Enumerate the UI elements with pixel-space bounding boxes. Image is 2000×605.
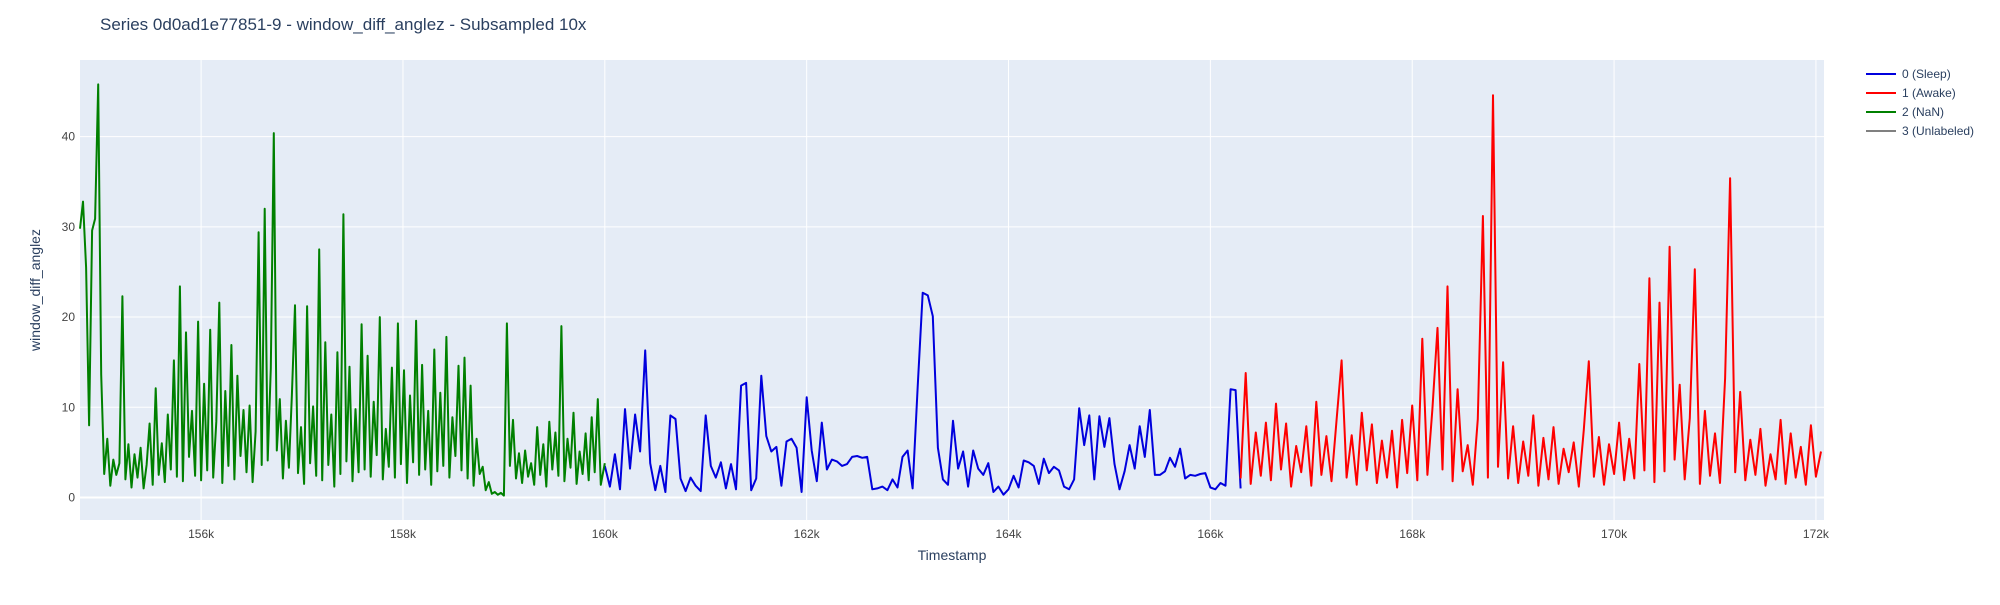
x-tick-label: 160k bbox=[592, 527, 619, 541]
x-axis-ticks: 156k 158k 160k 162k 164k 166k 168k 170k 172k bbox=[188, 527, 1830, 541]
x-tick-label: 168k bbox=[1399, 527, 1426, 541]
legend-label: 3 (Unlabeled) bbox=[1902, 124, 1974, 138]
x-tick-label: 172k bbox=[1803, 527, 1830, 541]
y-tick-label: 0 bbox=[68, 490, 75, 504]
x-tick-label: 166k bbox=[1197, 527, 1224, 541]
series-line bbox=[1239, 94, 1822, 489]
series-line bbox=[79, 83, 606, 497]
y-tick-label: 30 bbox=[62, 220, 76, 234]
y-axis-ticks: 0 10 20 30 40 bbox=[62, 130, 76, 505]
series-lines bbox=[79, 83, 1822, 497]
legend-item[interactable]: 1 (Awake) bbox=[1866, 86, 1956, 100]
x-tick-label: 158k bbox=[390, 527, 417, 541]
x-tick-label: 162k bbox=[794, 527, 821, 541]
grid-lines bbox=[80, 60, 1824, 520]
x-tick-label: 170k bbox=[1601, 527, 1628, 541]
legend-item[interactable]: 3 (Unlabeled) bbox=[1866, 124, 1974, 138]
legend-label: 0 (Sleep) bbox=[1902, 67, 1951, 81]
chart-title: Series 0d0ad1e77851-9 - window_diff_angl… bbox=[100, 15, 587, 34]
legend[interactable]: 0 (Sleep) 1 (Awake) 2 (NaN) 3 (Unlabeled) bbox=[1866, 67, 1974, 138]
y-tick-label: 10 bbox=[62, 400, 76, 414]
legend-label: 2 (NaN) bbox=[1902, 105, 1944, 119]
x-tick-label: 156k bbox=[188, 527, 215, 541]
legend-item[interactable]: 2 (NaN) bbox=[1866, 105, 1944, 119]
series-line bbox=[603, 291, 1242, 496]
x-axis-label: Timestamp bbox=[918, 547, 987, 563]
legend-item[interactable]: 0 (Sleep) bbox=[1866, 67, 1951, 81]
y-axis-label: window_diff_anglez bbox=[27, 229, 43, 352]
x-tick-label: 164k bbox=[996, 527, 1023, 541]
legend-label: 1 (Awake) bbox=[1902, 86, 1956, 100]
y-tick-label: 40 bbox=[62, 130, 76, 144]
y-tick-label: 20 bbox=[62, 310, 76, 324]
